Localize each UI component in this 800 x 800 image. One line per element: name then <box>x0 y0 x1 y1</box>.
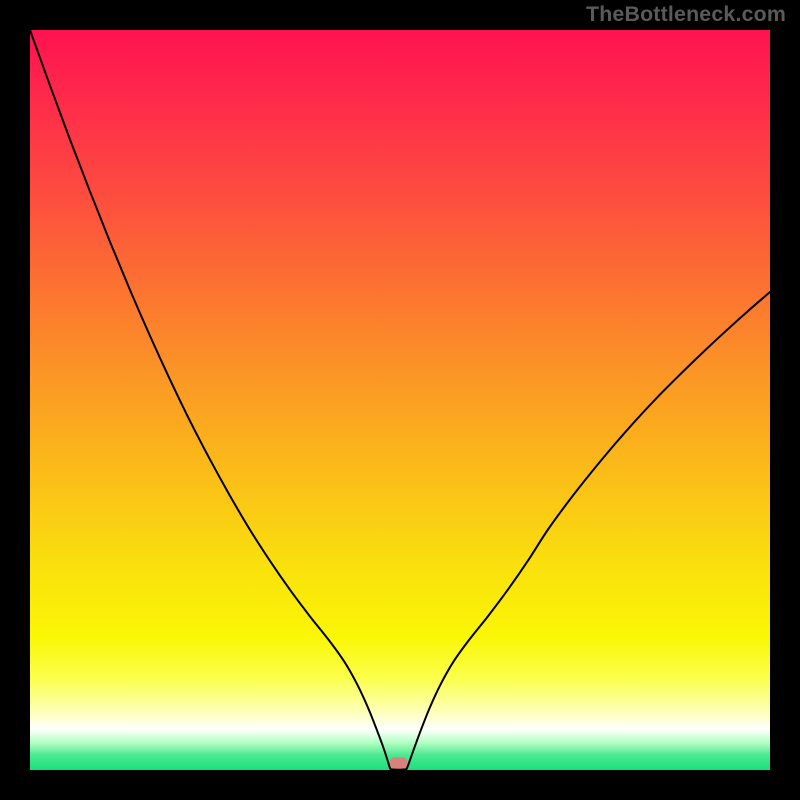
chart-svg <box>0 0 800 800</box>
watermark-text: TheBottleneck.com <box>586 2 786 27</box>
bottleneck-marker <box>390 757 408 769</box>
chart-container: TheBottleneck.com <box>0 0 800 800</box>
plot-background <box>30 30 770 770</box>
